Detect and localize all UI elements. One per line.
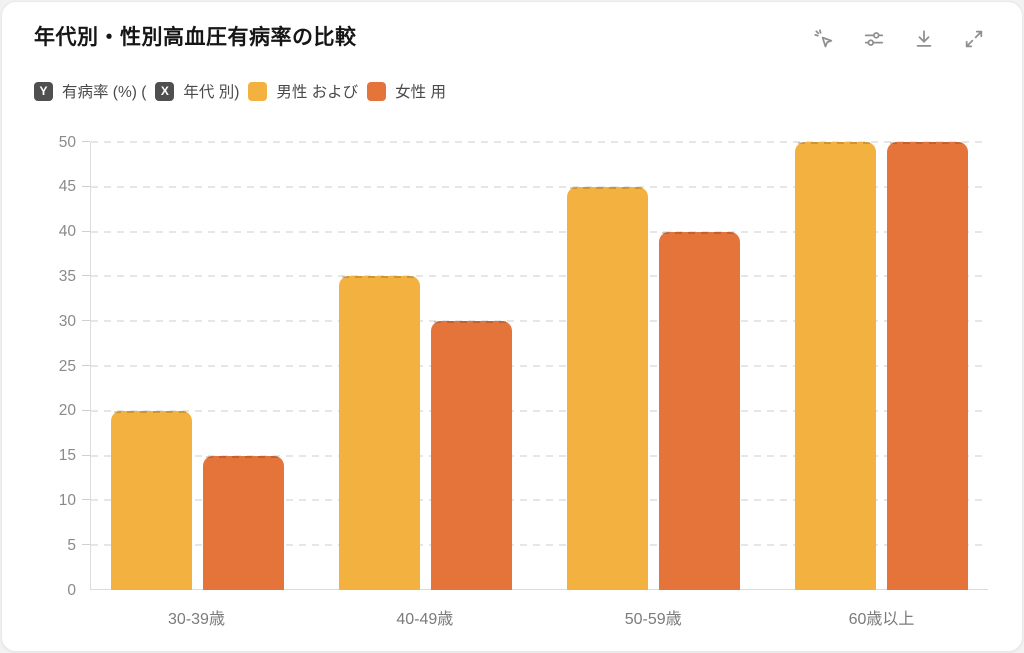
tick-mark-10: [82, 499, 90, 501]
y-tick-label-40: 40: [58, 222, 76, 240]
interact-cursor-icon: [813, 28, 835, 53]
male-series-label: 男性 および: [276, 84, 359, 101]
y-tick-label-20: 20: [58, 402, 76, 420]
tick-mark-5: [82, 544, 90, 546]
y-tick-label-45: 45: [58, 178, 76, 196]
y-axis-line: [90, 142, 91, 590]
x-label-0: 30-39歳: [168, 611, 225, 628]
y-axis-badge: Y: [34, 81, 53, 101]
x-label-1: 40-49歳: [396, 611, 454, 628]
bar-female-0[interactable]: [203, 455, 284, 590]
female-series-label: 女性 用: [395, 84, 446, 101]
tick-mark-35: [82, 275, 90, 277]
bar-top-dash: [206, 455, 281, 458]
bar-male-2[interactable]: [567, 186, 648, 590]
gridline-15: [91, 454, 988, 457]
toolbar: [810, 26, 988, 54]
tick-mark-30: [82, 320, 90, 322]
gridline-50: [91, 141, 988, 143]
gridline-30: [91, 320, 988, 323]
tick-mark-25: [82, 365, 90, 366]
bar-top-dash: [342, 276, 417, 279]
bar-top-dash: [798, 142, 873, 144]
y-tick-label-10: 10: [58, 491, 76, 509]
gridline-0: [91, 589, 988, 590]
y-tick-label-15: 15: [58, 446, 76, 464]
settings-button[interactable]: [860, 26, 888, 54]
page-title: 年代別・性別高血圧有病率の比較: [34, 26, 357, 49]
bar-top-dash: [890, 142, 965, 144]
gridline-35: [91, 275, 988, 278]
bar-groups: [91, 142, 988, 590]
tick-mark-20: [82, 409, 90, 411]
tick-mark-45: [82, 185, 90, 187]
x-label-2: 50-59歳: [624, 611, 682, 628]
y-tick-label-30: 30: [58, 312, 76, 330]
female-series-swatch[interactable]: [367, 81, 387, 101]
expand-icon: [963, 28, 985, 53]
bar-male-3[interactable]: [795, 142, 876, 590]
y-tick-label-25: 25: [58, 357, 76, 375]
sliders-icon: [863, 28, 885, 53]
tick-mark-40: [82, 230, 90, 232]
download-button[interactable]: [910, 26, 938, 54]
x-label-3: 60歳以上: [848, 611, 915, 628]
gridline-40: [91, 230, 988, 233]
legend: Y 有病率 (%) ( X 年代 別) 男性 および 女性 用: [34, 80, 988, 102]
y-tick-label-35: 35: [58, 267, 76, 285]
gridline-20: [91, 409, 988, 412]
bar-male-1[interactable]: [339, 276, 420, 590]
gridline-25: [91, 365, 988, 367]
interact-mode-button[interactable]: [810, 26, 838, 54]
male-series-swatch[interactable]: [248, 81, 268, 101]
tick-mark-50: [82, 141, 90, 142]
bar-group-0: [111, 142, 284, 590]
x-axis-badge: X: [155, 81, 175, 101]
bar-group-2: [567, 142, 740, 590]
y-tick-label-50: 50: [58, 133, 76, 151]
bar-group-1: [339, 142, 512, 590]
bar-male-0[interactable]: [111, 410, 192, 590]
bar-top-dash: [434, 321, 509, 324]
gridline-10: [91, 499, 988, 502]
plot-area: 0 5 10 15 20 25 30 35 40 45 50: [59, 134, 988, 597]
bar-female-2[interactable]: [659, 231, 740, 590]
bar-female-1[interactable]: [431, 321, 512, 590]
x-axis-label: 年代 別): [183, 84, 240, 101]
fullscreen-button[interactable]: [960, 26, 988, 54]
y-tick-label-0: 0: [67, 581, 76, 599]
card-header: 年代別・性別高血圧有病率の比較: [34, 24, 988, 54]
bar-chart: 0 5 10 15 20 25 30 35 40 45 50 30-39歳 40-49歳 50-59歳 6…: [34, 134, 988, 629]
bar-top-dash: [662, 231, 737, 234]
x-axis-labels: 30-39歳 40-49歳 50-59歳 60歳以上: [90, 605, 988, 629]
bar-top-dash: [114, 410, 189, 413]
gridline-5: [91, 544, 988, 547]
y-tick-label-5: 5: [67, 536, 76, 554]
download-icon: [913, 28, 935, 53]
bar-group-3: [795, 142, 968, 590]
bar-top-dash: [570, 186, 645, 189]
bar-female-3[interactable]: [887, 142, 968, 590]
y-axis-label: 有病率 (%) (: [62, 84, 147, 101]
tick-mark-15: [82, 454, 90, 456]
gridline-45: [91, 185, 988, 188]
